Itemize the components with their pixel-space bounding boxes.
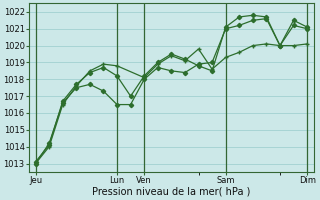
X-axis label: Pression niveau de la mer( hPa ): Pression niveau de la mer( hPa ): [92, 187, 251, 197]
